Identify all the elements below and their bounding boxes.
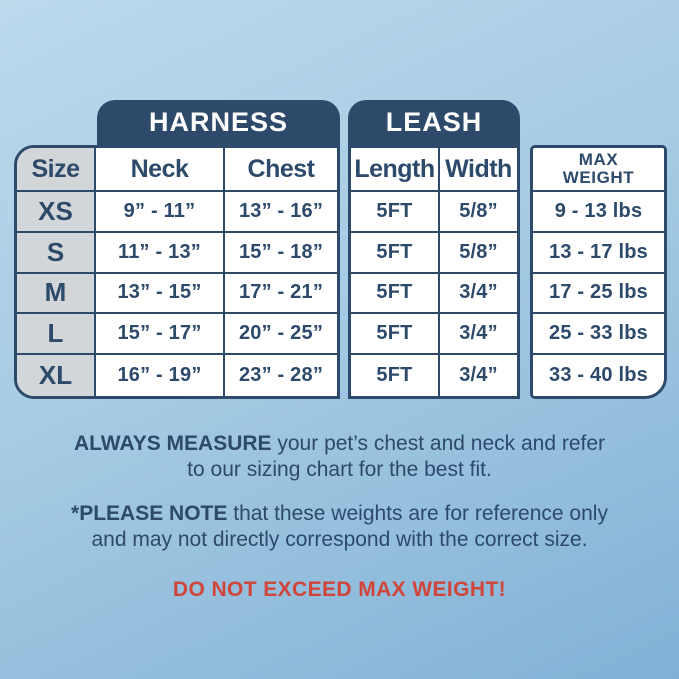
note-always-measure: ALWAYS MEASURE your pet’s chest and neck… <box>0 431 679 482</box>
note-bold-lead: ALWAYS MEASURE <box>73 432 272 455</box>
length-value-xs: 5FT <box>351 192 440 233</box>
column-header-neck: Neck <box>96 148 225 192</box>
width-value-l: 3/4” <box>440 314 517 356</box>
length-value-s: 5FT <box>351 232 440 274</box>
note-please-note: *PLEASE NOTE that these weights are for … <box>0 501 679 552</box>
max-weight-header-line1: MAX <box>578 149 619 169</box>
size-label-l: L <box>17 314 96 356</box>
length-value-l: 5FT <box>351 314 440 356</box>
chest-value-l: 20” - 25” <box>225 314 337 356</box>
note-line: *PLEASE NOTE that these weights are for … <box>0 501 679 527</box>
max-weight-table: MAX WEIGHT 9 - 13 lbs 13 - 17 lbs 17 - 2… <box>530 145 667 399</box>
column-header-length: Length <box>351 148 440 192</box>
neck-value-m: 13” - 15” <box>96 273 225 315</box>
leash-group-header: LEASH <box>348 100 520 145</box>
neck-value-s: 11” - 13” <box>96 232 225 274</box>
size-label-xs: XS <box>17 192 96 233</box>
size-label-xl: XL <box>17 355 96 396</box>
length-value-m: 5FT <box>351 273 440 315</box>
size-label-m: M <box>17 273 96 315</box>
width-value-xs: 5/8” <box>440 192 517 233</box>
note-line: ALWAYS MEASURE your pet’s chest and neck… <box>0 431 679 457</box>
note-text: your pet’s chest and neck and refer <box>271 432 606 455</box>
column-header-max-weight: MAX WEIGHT <box>533 148 664 192</box>
width-value-xl: 3/4” <box>440 355 517 396</box>
harness-group-header: HARNESS <box>97 100 340 145</box>
max-weight-value-l: 25 - 33 lbs <box>533 314 664 356</box>
length-value-xl: 5FT <box>351 355 440 396</box>
chest-value-s: 15” - 18” <box>225 232 337 274</box>
harness-size-table: Size Neck Chest XS 9” - 11” 13” - 16” S … <box>14 145 340 399</box>
note-line: and may not directly correspond with the… <box>91 527 588 551</box>
chest-value-xl: 23” - 28” <box>225 355 337 396</box>
max-weight-value-m: 17 - 25 lbs <box>533 273 664 315</box>
max-weight-value-xs: 9 - 13 lbs <box>533 192 664 233</box>
max-weight-value-s: 13 - 17 lbs <box>533 232 664 274</box>
size-label-s: S <box>17 232 96 274</box>
column-header-size: Size <box>17 148 96 192</box>
chest-value-xs: 13” - 16” <box>225 192 337 233</box>
width-value-s: 5/8” <box>440 232 517 274</box>
note-bold-lead: *PLEASE NOTE <box>71 502 228 526</box>
max-weight-value-xl: 33 - 40 lbs <box>533 355 664 396</box>
neck-value-xs: 9” - 11” <box>96 192 225 233</box>
chest-value-m: 17” - 21” <box>225 273 337 315</box>
leash-table: Length Width 5FT 5/8” 5FT 5/8” 5FT 3/4” … <box>348 145 520 399</box>
neck-value-l: 15” - 17” <box>96 314 225 356</box>
width-value-m: 3/4” <box>440 273 517 315</box>
max-weight-warning: DO NOT EXCEED MAX WEIGHT! <box>172 578 507 602</box>
note-text: that these weights are for reference onl… <box>227 502 608 526</box>
column-header-chest: Chest <box>225 148 337 192</box>
neck-value-xl: 16” - 19” <box>96 355 225 396</box>
footer-notes: ALWAYS MEASURE your pet’s chest and neck… <box>0 431 679 602</box>
column-header-width: Width <box>440 148 517 192</box>
sizing-tables: HARNESS LEASH Size Neck Chest XS 9” - 11… <box>14 100 667 400</box>
max-weight-header-line2: WEIGHT <box>562 168 635 187</box>
table-blocks-row: Size Neck Chest XS 9” - 11” 13” - 16” S … <box>14 145 667 399</box>
note-line: to our sizing chart for the best fit. <box>187 457 492 481</box>
